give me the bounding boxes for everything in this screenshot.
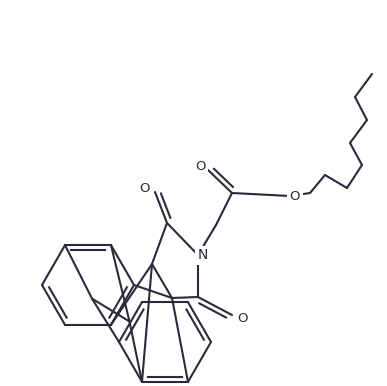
Text: O: O (140, 183, 150, 195)
Text: O: O (237, 312, 247, 325)
Text: N: N (198, 248, 208, 262)
Text: O: O (195, 161, 205, 173)
Text: O: O (290, 191, 300, 203)
